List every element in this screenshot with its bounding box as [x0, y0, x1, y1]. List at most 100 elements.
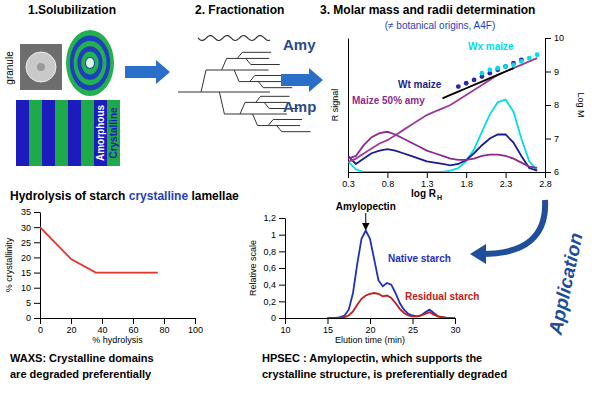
- title-part: lamellae: [188, 189, 239, 203]
- tick-mark: [545, 172, 551, 173]
- caption: HPSEC : Amylopectin, which supports the: [262, 352, 482, 364]
- tick-mark: [466, 172, 467, 178]
- tick-label: 15: [323, 325, 333, 335]
- title: Hydrolysis of starch crystalline lamella…: [10, 189, 239, 203]
- layer-label: Amorphous: [95, 105, 106, 162]
- granule-ring: [85, 57, 95, 69]
- tick-label: 10: [554, 33, 564, 43]
- line: [348, 58, 537, 162]
- tick-mark: [545, 38, 551, 39]
- granule-label: granule: [4, 51, 15, 85]
- axis-title: % hydrolysis: [92, 335, 143, 345]
- plot-area: [328, 231, 456, 319]
- tick: 1.3: [421, 172, 434, 189]
- fraction-label: Amy: [283, 36, 316, 53]
- granule-ring: [77, 46, 102, 80]
- branch: [273, 119, 302, 120]
- marker: [511, 62, 516, 67]
- title-part: Hydrolysis of starch: [10, 189, 125, 203]
- axis: 1015202530: [280, 318, 460, 335]
- axis-line: [349, 172, 546, 173]
- tick: 0: [271, 313, 285, 323]
- tick-mark: [279, 285, 285, 286]
- series-label: Native starch: [388, 253, 451, 264]
- chart: Hydrolysis of starch crystalline lamella…: [4, 189, 239, 380]
- axis-title: Log M: [576, 92, 586, 117]
- tick-mark: [413, 318, 414, 324]
- tick: 0,2: [263, 297, 285, 307]
- tick-mark: [133, 318, 134, 324]
- line: [443, 68, 514, 98]
- tick-label: 6: [554, 167, 559, 177]
- branch: [250, 75, 255, 81]
- tick: 100: [188, 318, 203, 335]
- axis: 00,20,40,60,811,2: [263, 213, 285, 323]
- tick: 10: [280, 318, 290, 335]
- marker: [456, 84, 461, 89]
- caption: crystalline structure, is preferentially…: [262, 368, 507, 380]
- lamella: [16, 100, 29, 166]
- tick-mark: [34, 257, 40, 258]
- tick-label: 0,6: [263, 263, 276, 273]
- branch: [253, 114, 258, 126]
- marker: [503, 64, 508, 69]
- tick-label: 9: [554, 67, 559, 77]
- branch: [277, 126, 282, 132]
- tick: 1: [271, 230, 285, 240]
- tick: 6: [545, 167, 559, 177]
- tick-label: 30: [450, 325, 460, 335]
- lamella: [81, 100, 94, 166]
- axis-title: Elution time (min): [335, 335, 405, 345]
- tick: 25: [408, 318, 418, 335]
- step-title: 3. Molar mass and radii determination: [320, 3, 535, 17]
- tick-label: 1: [271, 230, 276, 240]
- marker: [487, 67, 492, 72]
- tick-label: 40: [97, 325, 107, 335]
- tick: 80: [159, 318, 169, 335]
- amylopectin-tree: [178, 52, 311, 131]
- marker: [480, 71, 485, 76]
- branch: [201, 70, 206, 92]
- axis: 0.3 0.8 1.3 1.8 2.3 2.8: [342, 172, 552, 189]
- tick-label: 0.3: [342, 179, 355, 189]
- marker: [495, 66, 500, 71]
- branch: [224, 114, 287, 115]
- tick-label: 2.8: [539, 179, 552, 189]
- granule-photo: [26, 52, 56, 82]
- tick: 0.8: [382, 172, 395, 189]
- marker: [464, 81, 469, 86]
- branch: [268, 119, 273, 125]
- tick-mark: [71, 318, 72, 324]
- tick-mark: [279, 251, 285, 252]
- tick: 15: [21, 268, 40, 278]
- tick-label: 0,4: [263, 280, 276, 290]
- branch: [282, 131, 311, 132]
- tick-mark: [164, 318, 165, 324]
- tick: 0,8: [263, 247, 285, 257]
- marker: [535, 52, 540, 57]
- amylose-chain: [198, 36, 270, 41]
- tick: 0.3: [342, 172, 355, 189]
- line: [328, 231, 456, 319]
- tick-mark: [545, 105, 551, 106]
- chart: 0.30.81.31.82.32.8678910Wx maizeWt maize…: [330, 33, 586, 201]
- tick-label: 35: [21, 207, 31, 217]
- axis: [348, 39, 349, 173]
- tick-label: 8: [554, 100, 559, 110]
- marker: [519, 59, 524, 64]
- tick-label: 10: [21, 283, 31, 293]
- tick: 1.8: [460, 172, 473, 189]
- fraction-label: Amp: [283, 98, 316, 115]
- tick-label: 10: [280, 325, 290, 335]
- tick: 10: [21, 283, 40, 293]
- series-label: Residual starch: [405, 291, 479, 302]
- tick-mark: [545, 139, 551, 140]
- tick: 2.3: [500, 172, 513, 189]
- branch: [206, 70, 269, 71]
- tick-mark: [279, 218, 285, 219]
- branch: [258, 125, 301, 126]
- tick: 30: [450, 318, 460, 335]
- tick: 25: [21, 238, 40, 248]
- plot-area: [40, 227, 158, 272]
- branch: [264, 102, 269, 108]
